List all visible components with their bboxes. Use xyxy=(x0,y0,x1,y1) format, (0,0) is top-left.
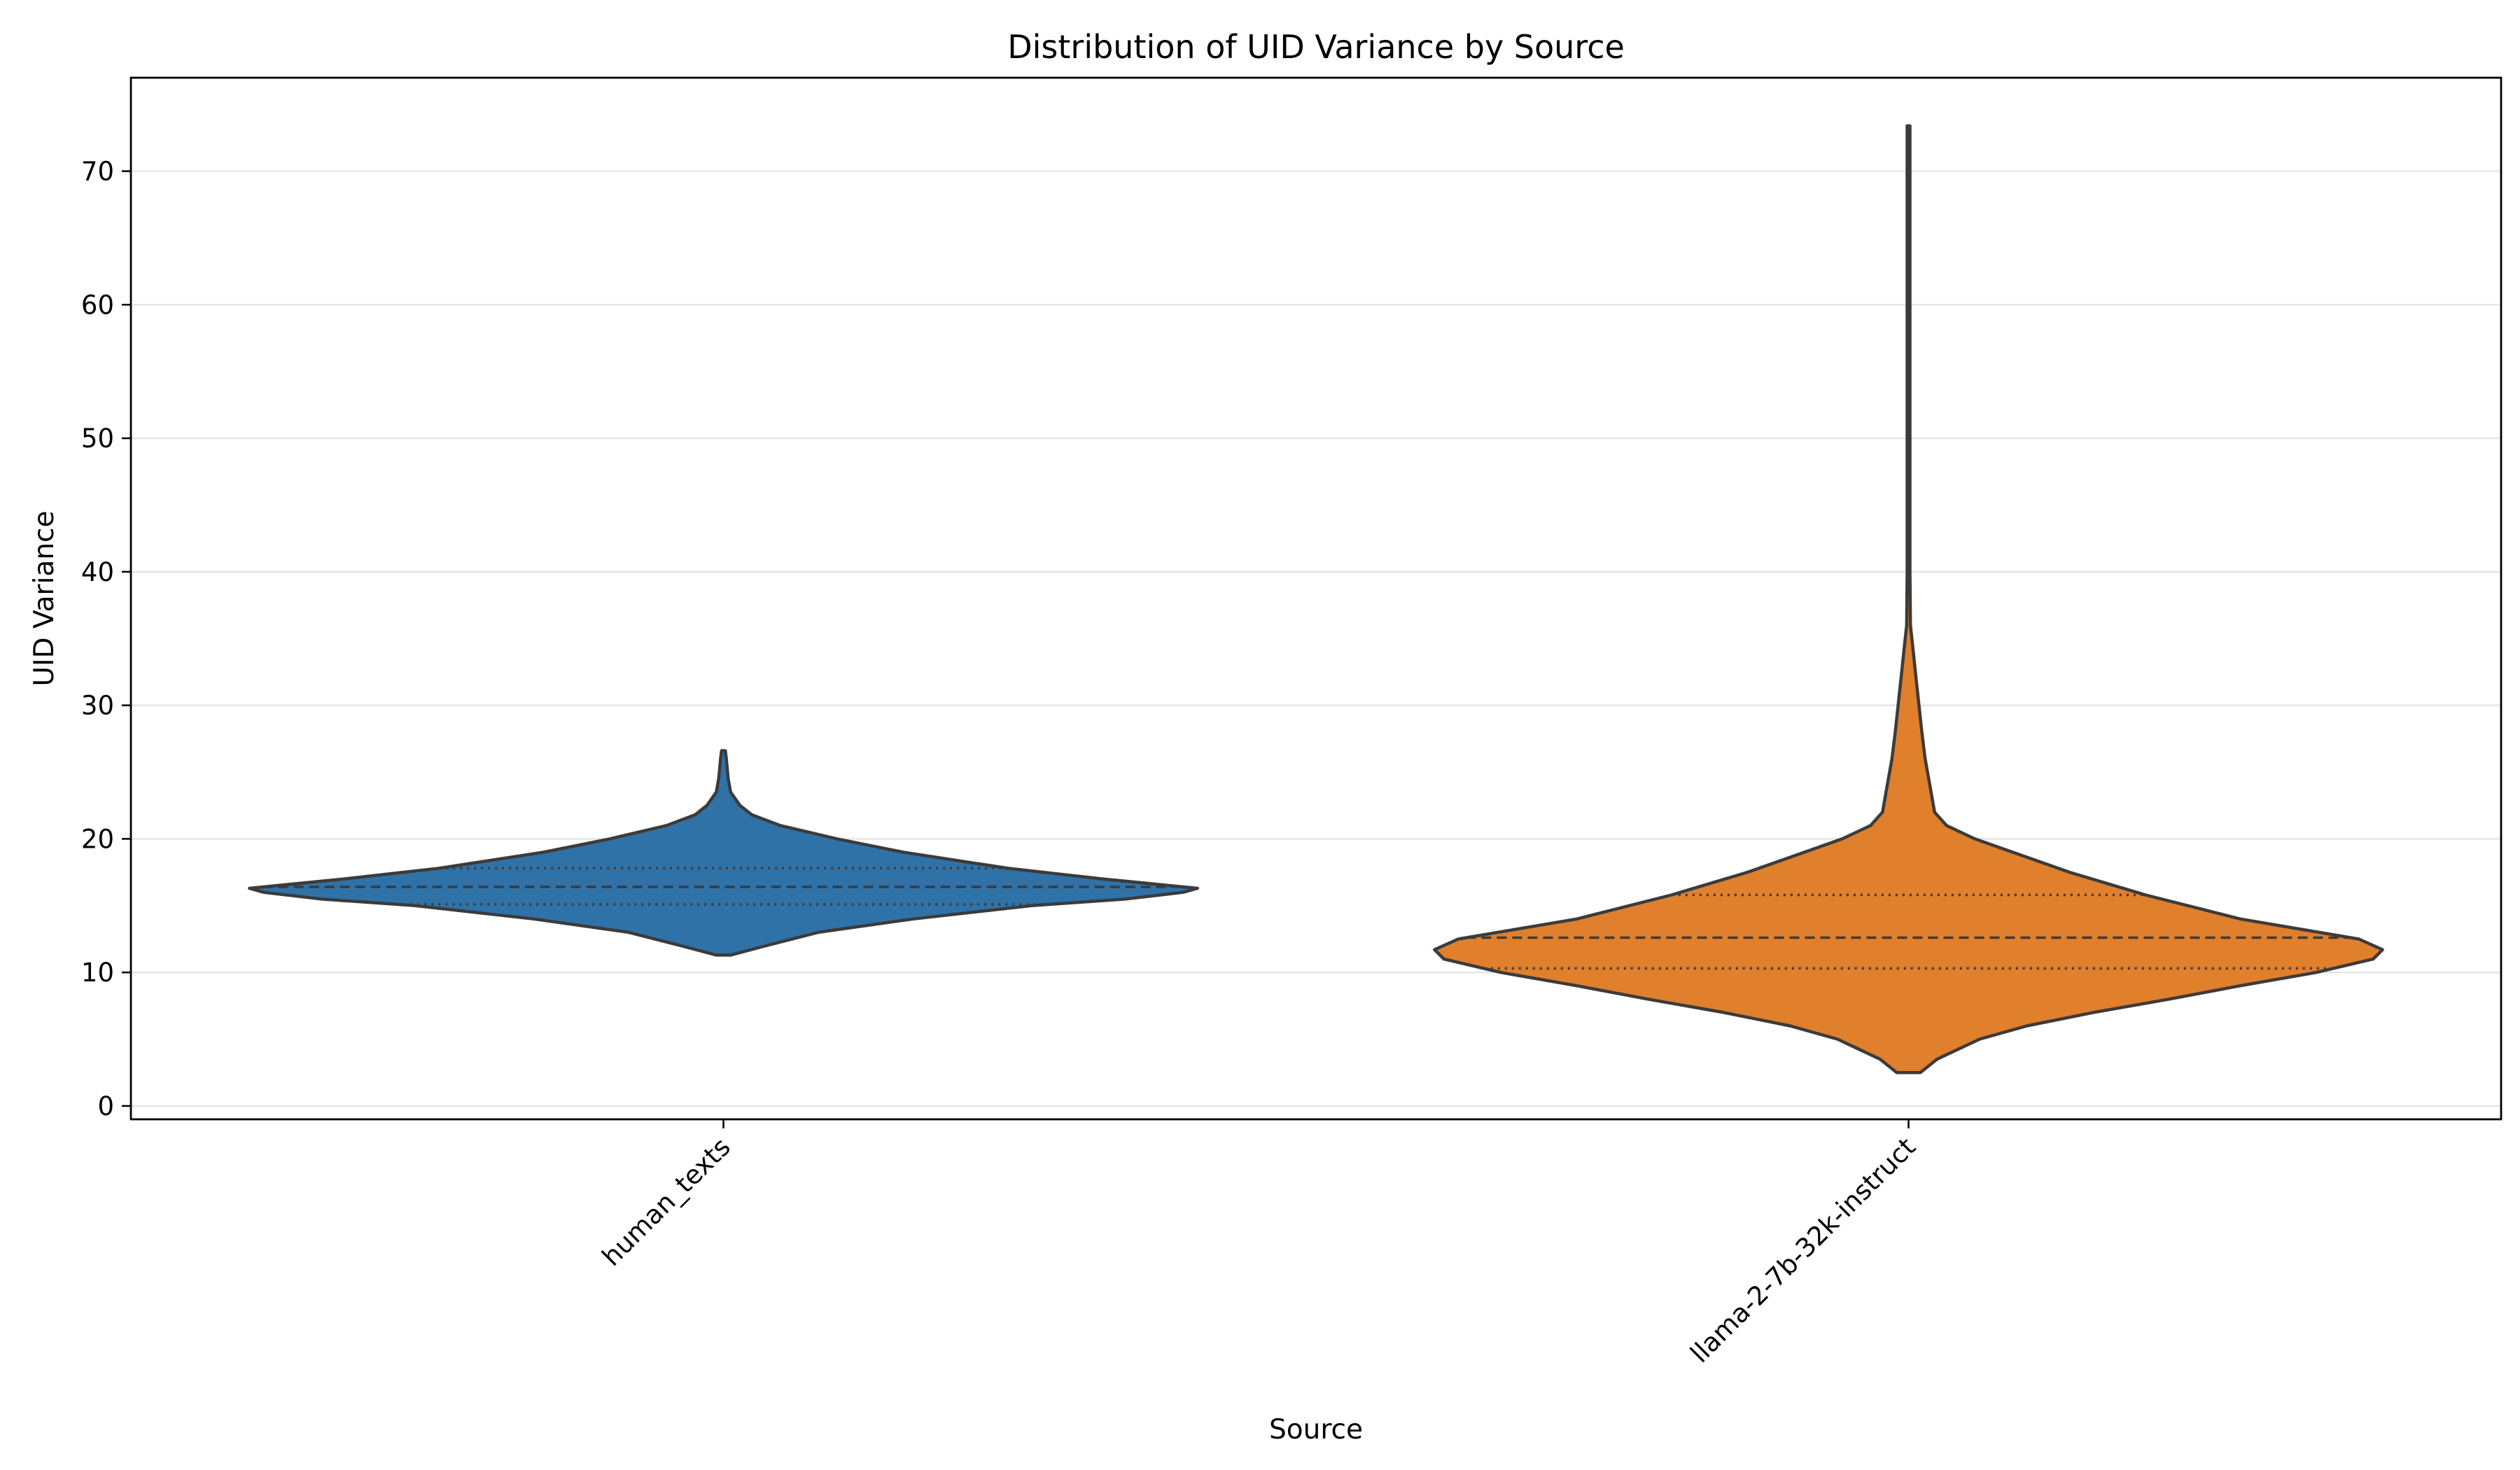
violin-llama-2-7b-32k-instruct xyxy=(1433,124,2384,1074)
violins xyxy=(248,124,2384,1074)
violin-body xyxy=(1433,124,2384,1074)
y-tick-label: 10 xyxy=(81,958,114,988)
x-axis-label: Source xyxy=(1269,1414,1363,1446)
violin-body xyxy=(248,749,1199,957)
y-tick-label: 60 xyxy=(81,290,114,320)
y-tick-label: 30 xyxy=(81,691,114,721)
y-tick-label: 50 xyxy=(81,424,114,454)
chart-title: Distribution of UID Variance by Source xyxy=(1007,28,1625,66)
plot-frame xyxy=(130,76,2502,1121)
y-tick-label: 0 xyxy=(97,1091,114,1121)
y-tick-label: 40 xyxy=(81,557,114,587)
y-axis-label: UID Variance xyxy=(29,511,60,687)
y-tick-label: 70 xyxy=(81,157,114,187)
y-tick-label: 20 xyxy=(81,824,114,854)
y-axis-ticks: 0 10 20 30 40 50 60 70 xyxy=(81,157,131,1121)
violin-human_texts xyxy=(248,749,1199,957)
gridlines xyxy=(131,170,2501,1107)
